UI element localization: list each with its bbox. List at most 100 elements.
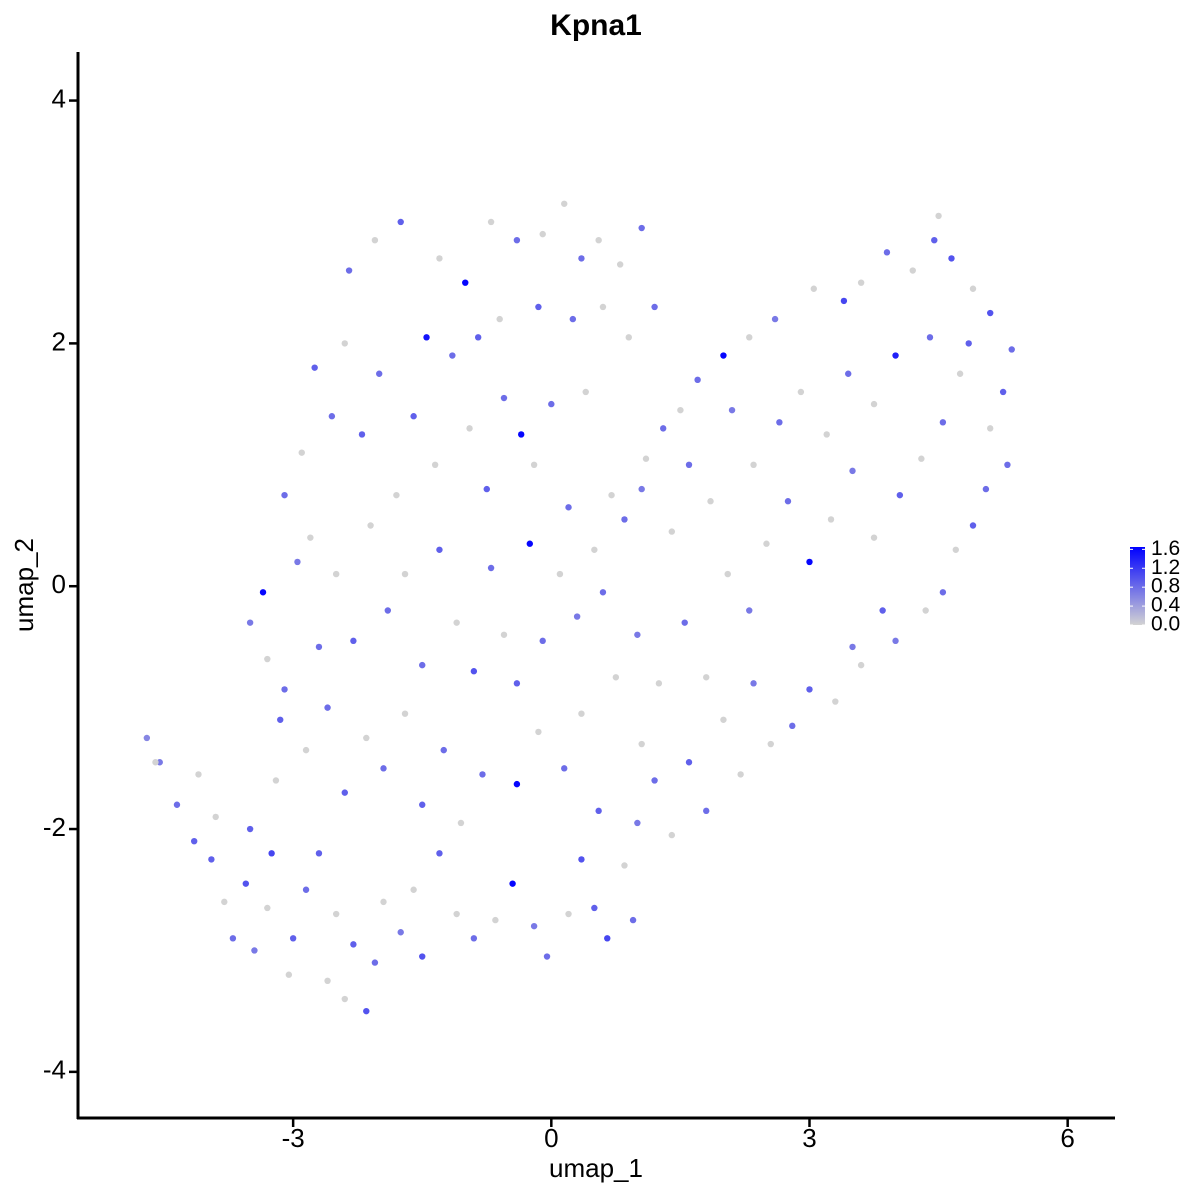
point bbox=[797, 388, 805, 396]
point bbox=[771, 315, 779, 323]
point bbox=[668, 831, 676, 839]
point bbox=[496, 315, 503, 323]
point bbox=[315, 850, 323, 857]
point bbox=[440, 746, 447, 754]
point bbox=[655, 680, 663, 687]
point bbox=[513, 236, 521, 244]
point bbox=[457, 819, 465, 827]
point bbox=[922, 607, 929, 614]
point bbox=[918, 455, 925, 462]
x-tick-label: 0 bbox=[544, 1123, 558, 1153]
point bbox=[363, 1007, 370, 1015]
point bbox=[212, 813, 219, 821]
point bbox=[548, 400, 555, 408]
point bbox=[195, 771, 202, 778]
point bbox=[143, 734, 151, 742]
point bbox=[638, 224, 645, 232]
point bbox=[513, 680, 521, 687]
point bbox=[190, 837, 198, 845]
point bbox=[259, 589, 267, 596]
point bbox=[969, 522, 977, 529]
point bbox=[694, 376, 701, 384]
point bbox=[737, 771, 744, 778]
point bbox=[397, 218, 404, 226]
point bbox=[393, 491, 400, 499]
point bbox=[849, 467, 856, 475]
point bbox=[982, 485, 990, 493]
y-tick-label: 0 bbox=[52, 569, 66, 599]
y-tick-label: -4 bbox=[43, 1055, 66, 1085]
point bbox=[677, 406, 684, 414]
point bbox=[242, 880, 250, 887]
point bbox=[466, 425, 473, 432]
point bbox=[634, 631, 641, 638]
point bbox=[517, 431, 525, 438]
point bbox=[987, 425, 994, 432]
point bbox=[651, 777, 658, 784]
point bbox=[870, 400, 878, 408]
point bbox=[582, 388, 589, 396]
point bbox=[896, 491, 904, 499]
point bbox=[965, 340, 972, 347]
point bbox=[251, 947, 258, 954]
point bbox=[302, 746, 310, 754]
point bbox=[530, 461, 538, 469]
point bbox=[423, 334, 430, 341]
point bbox=[870, 534, 878, 541]
point bbox=[668, 528, 676, 535]
point bbox=[315, 643, 323, 651]
x-tick-label: -3 bbox=[282, 1123, 305, 1153]
point bbox=[969, 285, 977, 292]
point bbox=[492, 916, 499, 924]
point bbox=[935, 212, 942, 220]
point bbox=[750, 461, 757, 469]
point bbox=[289, 935, 297, 942]
point bbox=[535, 303, 542, 311]
point bbox=[931, 236, 938, 244]
point bbox=[436, 255, 443, 262]
point bbox=[376, 370, 383, 377]
point bbox=[246, 619, 254, 626]
point bbox=[371, 959, 379, 966]
point bbox=[608, 491, 615, 499]
point bbox=[651, 303, 658, 311]
point bbox=[750, 680, 757, 687]
point bbox=[806, 558, 813, 566]
point bbox=[380, 765, 387, 772]
point bbox=[789, 722, 796, 730]
point bbox=[367, 522, 374, 529]
point bbox=[332, 910, 340, 918]
point bbox=[470, 935, 478, 942]
point bbox=[487, 564, 495, 572]
point bbox=[264, 904, 271, 912]
point bbox=[604, 935, 611, 942]
point bbox=[436, 546, 443, 553]
point bbox=[621, 862, 628, 869]
y-tick-label: -2 bbox=[43, 812, 66, 842]
point bbox=[380, 898, 387, 906]
point bbox=[595, 236, 602, 244]
point bbox=[578, 710, 585, 717]
point bbox=[152, 759, 159, 766]
point bbox=[659, 425, 667, 432]
point bbox=[229, 935, 237, 942]
point bbox=[629, 916, 637, 924]
point bbox=[401, 570, 409, 578]
point bbox=[539, 637, 546, 645]
point bbox=[350, 941, 357, 948]
colorbar-tick-label: 1.2 bbox=[1151, 556, 1180, 579]
point bbox=[294, 558, 301, 566]
point bbox=[857, 661, 865, 669]
point bbox=[746, 607, 753, 614]
point bbox=[384, 607, 392, 614]
colorbar bbox=[1130, 547, 1145, 625]
point bbox=[999, 388, 1007, 396]
point bbox=[578, 856, 585, 863]
y-tick-label: 2 bbox=[52, 326, 66, 356]
point bbox=[1008, 346, 1015, 353]
colorbar-tick-label: 1.6 bbox=[1151, 537, 1180, 560]
point bbox=[956, 370, 964, 377]
x-axis-label: umap_1 bbox=[549, 1153, 643, 1183]
point bbox=[307, 534, 314, 541]
point bbox=[823, 431, 830, 438]
